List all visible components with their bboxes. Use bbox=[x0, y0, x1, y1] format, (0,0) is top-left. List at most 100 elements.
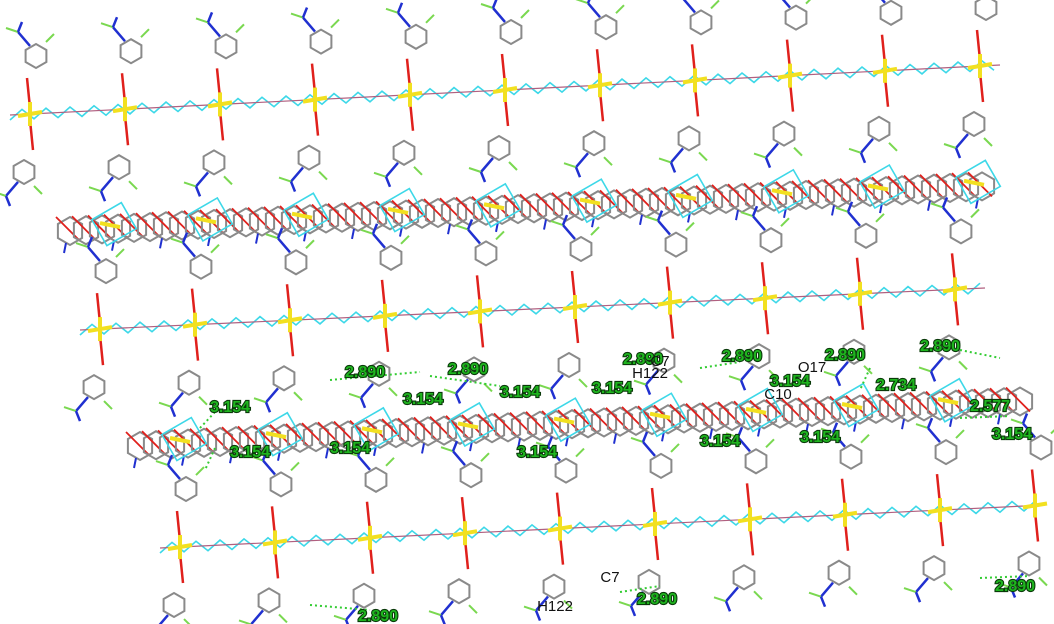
bond bbox=[671, 444, 679, 452]
ring bbox=[734, 565, 755, 589]
bond bbox=[76, 411, 80, 421]
ring bbox=[786, 6, 807, 30]
labels: 2.8902.8902.8902.8902.8902.8903.1543.154… bbox=[210, 338, 1035, 624]
bond bbox=[64, 407, 76, 411]
bond bbox=[160, 238, 162, 248]
bond bbox=[671, 162, 675, 172]
atom-label: H122 bbox=[632, 365, 668, 382]
atom-label: O17 bbox=[798, 359, 826, 376]
ring bbox=[976, 0, 997, 20]
bond bbox=[643, 442, 655, 456]
bond bbox=[809, 593, 821, 597]
bond bbox=[711, 0, 719, 8]
bond bbox=[848, 212, 860, 226]
ring bbox=[354, 584, 375, 608]
bond bbox=[263, 460, 275, 474]
bond bbox=[319, 172, 327, 180]
bond bbox=[18, 22, 22, 32]
bond bbox=[429, 611, 441, 615]
ring bbox=[951, 219, 972, 243]
bond bbox=[729, 376, 741, 380]
bond bbox=[741, 212, 753, 216]
ring bbox=[501, 20, 522, 44]
bond bbox=[521, 10, 529, 18]
ring bbox=[14, 160, 35, 184]
bond bbox=[959, 361, 967, 369]
bond bbox=[564, 163, 576, 167]
metal bbox=[772, 190, 792, 194]
ring bbox=[26, 44, 47, 68]
bond bbox=[46, 34, 54, 42]
bond bbox=[441, 447, 453, 451]
bond bbox=[199, 397, 207, 405]
bond bbox=[916, 578, 928, 592]
ring bbox=[476, 241, 497, 265]
bond bbox=[349, 394, 361, 398]
bond bbox=[766, 158, 770, 168]
bond bbox=[591, 227, 599, 235]
bond bbox=[134, 458, 136, 468]
bond bbox=[196, 186, 200, 196]
bond bbox=[496, 231, 504, 239]
bond bbox=[346, 620, 350, 624]
distance-label: 2.734 bbox=[876, 377, 916, 394]
metal bbox=[388, 209, 408, 213]
ring bbox=[856, 224, 877, 248]
bond bbox=[468, 229, 480, 243]
distance-label: 2.577 bbox=[970, 398, 1010, 415]
bond bbox=[6, 196, 10, 206]
ring bbox=[299, 146, 320, 170]
bond bbox=[904, 588, 916, 592]
atom-label: C7 bbox=[600, 569, 619, 586]
ring bbox=[761, 228, 782, 252]
bond bbox=[781, 218, 789, 226]
bond bbox=[576, 0, 588, 3]
bond bbox=[291, 182, 295, 192]
metal bbox=[676, 195, 696, 199]
bond bbox=[256, 234, 258, 244]
bond bbox=[236, 24, 244, 32]
bond bbox=[778, 0, 790, 8]
bond bbox=[171, 393, 183, 407]
ring bbox=[84, 375, 105, 399]
ring bbox=[596, 15, 617, 39]
bond bbox=[643, 432, 647, 442]
bond bbox=[34, 186, 42, 194]
bond bbox=[889, 143, 897, 151]
distance-label: 3.154 bbox=[230, 444, 270, 461]
bond bbox=[104, 401, 112, 409]
bond bbox=[604, 157, 612, 165]
bond bbox=[674, 375, 682, 383]
ring bbox=[691, 10, 712, 34]
bond bbox=[481, 158, 493, 172]
bond bbox=[303, 8, 307, 18]
bond bbox=[640, 215, 642, 225]
bond bbox=[0, 192, 6, 196]
bond bbox=[551, 221, 563, 225]
bond bbox=[386, 163, 398, 177]
metal bbox=[292, 214, 312, 218]
ring bbox=[121, 39, 142, 63]
distance-label: 2.890 bbox=[995, 578, 1035, 595]
bond bbox=[331, 20, 339, 28]
bond bbox=[984, 138, 992, 146]
bond bbox=[861, 435, 869, 443]
ring bbox=[924, 556, 945, 580]
metal bbox=[650, 414, 670, 418]
ring bbox=[571, 237, 592, 261]
bond bbox=[493, 0, 497, 8]
ring bbox=[164, 593, 185, 617]
ring bbox=[179, 371, 200, 395]
bond bbox=[358, 456, 370, 470]
bond bbox=[266, 388, 278, 402]
bond bbox=[469, 168, 481, 172]
metal bbox=[938, 399, 958, 403]
bond bbox=[551, 375, 563, 389]
bond bbox=[389, 388, 397, 396]
bond bbox=[481, 172, 485, 182]
bond bbox=[646, 385, 650, 395]
bond bbox=[208, 22, 220, 36]
ring bbox=[216, 34, 237, 58]
distance-label: 3.154 bbox=[592, 380, 632, 397]
bond bbox=[453, 441, 457, 451]
